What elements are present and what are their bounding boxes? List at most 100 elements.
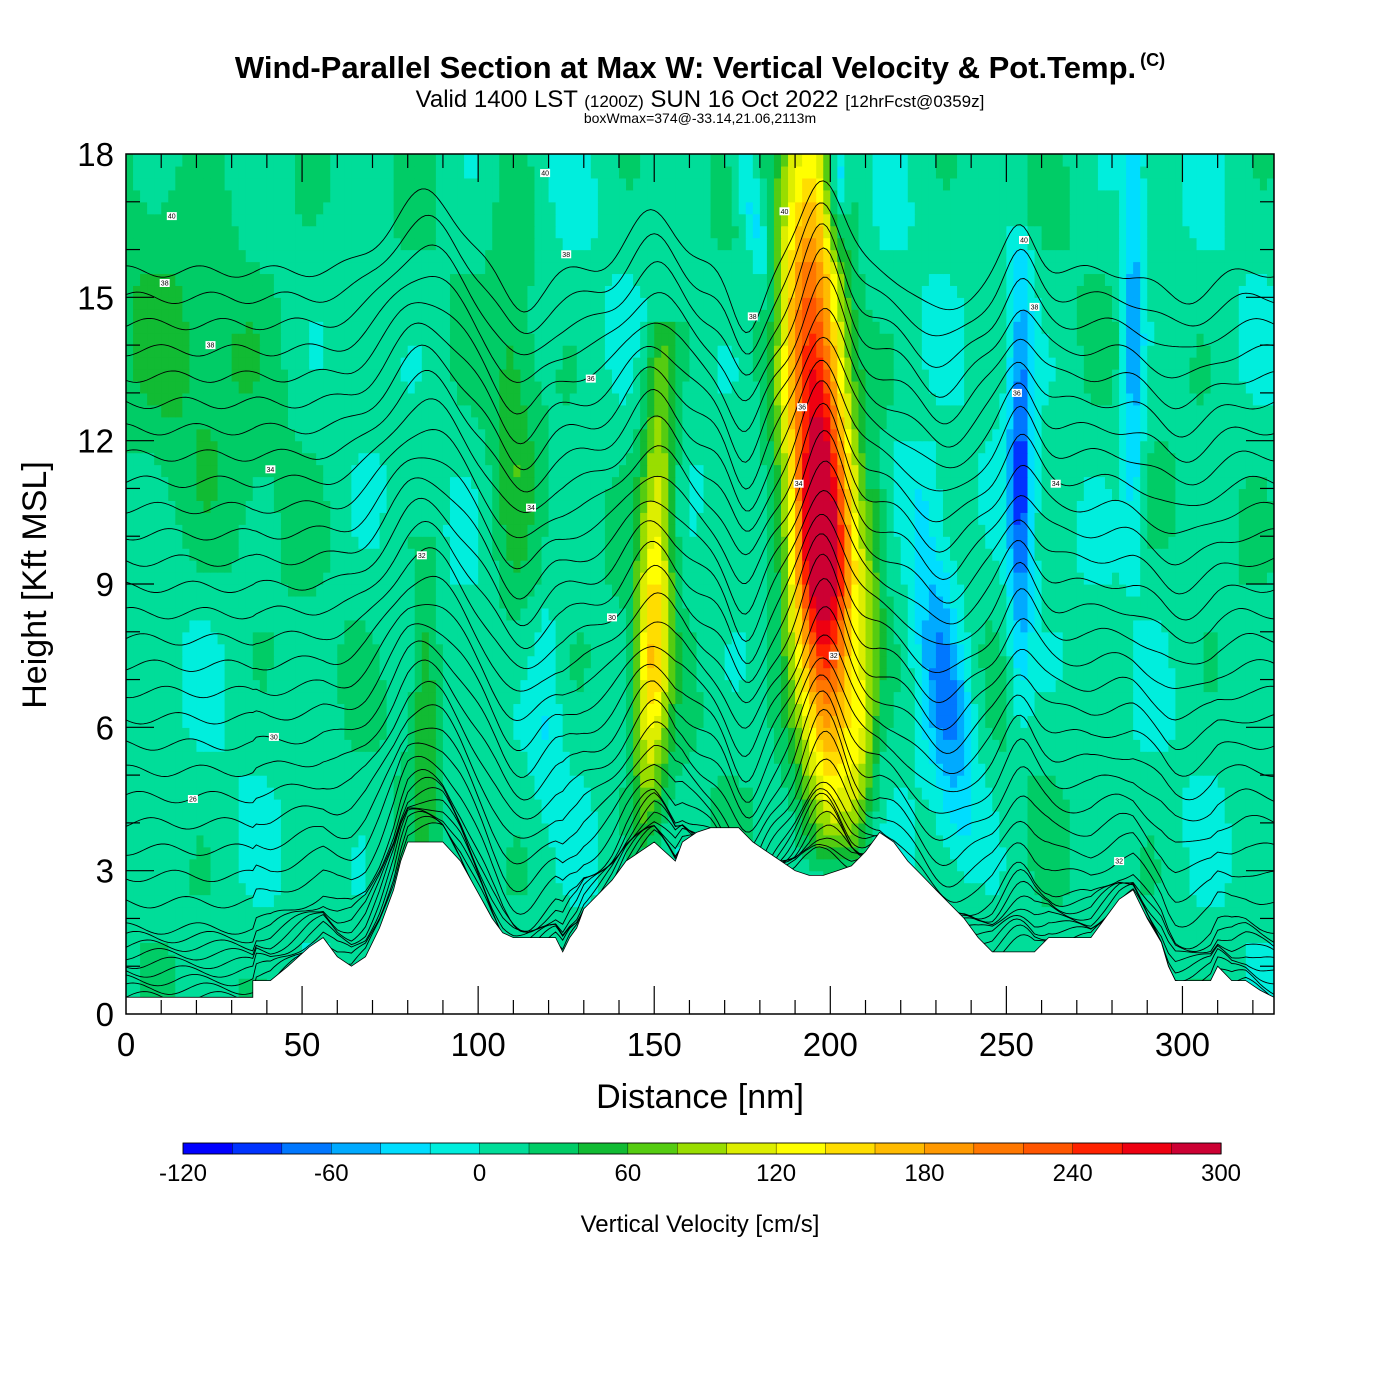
velocity-cell [1069,894,1078,908]
velocity-cell [971,679,979,693]
velocity-cell [287,799,296,812]
velocity-cell [1069,810,1078,824]
velocity-cell [1104,715,1113,728]
velocity-cell [1182,715,1191,728]
velocity-cell [886,679,895,693]
velocity-cell [950,822,958,836]
velocity-cell [273,739,282,752]
velocity-cell [1231,763,1240,776]
velocity-cell [330,691,338,705]
velocity-cell [161,703,169,716]
velocity-cell [576,870,585,884]
velocity-cell [893,679,902,693]
velocity-cell [858,846,867,860]
velocity-cell [140,822,148,836]
velocity-cell [337,679,345,693]
velocity-cell [266,858,275,872]
velocity-cell [210,966,219,979]
velocity-cell [604,775,613,788]
velocity-cell [140,858,148,872]
velocity-cell [802,787,810,800]
velocity-cell [1238,834,1247,848]
velocity-cell [1104,739,1113,752]
velocity-cell [1161,822,1169,836]
velocity-cell [907,822,916,836]
velocity-cell [337,810,345,824]
velocity-cell [309,751,317,764]
velocity-cell [957,799,965,812]
velocity-cell [1041,870,1050,884]
velocity-cell [1055,703,1064,716]
velocity-cell [1266,858,1274,872]
velocity-cell [330,894,338,908]
velocity-cell [1126,787,1134,800]
velocity-cell [1034,667,1043,681]
velocity-cell [682,643,691,657]
velocity-cell [365,870,374,884]
velocity-cell [414,799,423,812]
velocity-cell [154,655,162,669]
velocity-cell [280,667,289,681]
velocity-cell [1252,775,1261,788]
velocity-cell [323,894,331,908]
velocity-cell [478,679,486,693]
velocity-cell [126,810,134,824]
velocity-cell [478,882,486,896]
velocity-cell [154,906,162,920]
velocity-cell [309,775,317,788]
velocity-cell [351,870,360,884]
velocity-cell [344,870,352,884]
velocity-cell [295,787,303,800]
velocity-cell [457,727,465,740]
velocity-cell [513,787,521,800]
velocity-cell [147,727,155,740]
velocity-cell [287,655,296,669]
velocity-cell [492,834,500,848]
velocity-cell [569,679,578,693]
velocity-cell [407,775,416,788]
velocity-cell [1020,942,1029,955]
velocity-cell [442,715,451,728]
velocity-cell [921,787,930,800]
velocity-cell [295,858,303,872]
velocity-cell [1112,715,1120,728]
velocity-cell [710,787,719,800]
velocity-cell [780,727,789,740]
velocity-cell [485,739,493,752]
velocity-cell [1069,822,1078,836]
velocity-cell [1161,942,1169,955]
velocity-cell [442,763,451,776]
velocity-cell [147,822,155,836]
velocity-cell [231,822,240,836]
velocity-cell [210,727,219,740]
velocity-cell [506,787,514,800]
velocity-cell [1055,727,1064,740]
velocity-cell [999,655,1007,669]
velocity-cell [372,822,381,836]
velocity-cell [1217,655,1226,669]
velocity-cell [379,691,388,705]
velocity-cell [323,799,331,812]
velocity-cell [717,679,726,693]
velocity-cell [485,703,493,716]
velocity-cell [964,846,972,860]
velocity-cell [597,715,606,728]
velocity-cell [1055,810,1064,824]
velocity-cell [358,775,367,788]
velocity-cell [562,858,571,872]
velocity-cell [1231,727,1240,740]
velocity-cell [928,727,937,740]
velocity-cell [1182,918,1191,931]
velocity-cell [520,787,529,800]
velocity-cell [1133,810,1141,824]
velocity-cell [513,894,521,908]
velocity-cell [1217,679,1226,693]
velocity-cell [541,751,550,764]
velocity-cell [414,763,423,776]
velocity-cell [478,858,486,872]
velocity-cell [182,978,190,991]
velocity-cell [1034,679,1043,693]
velocity-cell [1175,739,1184,752]
velocity-cell [1189,787,1198,800]
velocity-cell [844,691,853,705]
